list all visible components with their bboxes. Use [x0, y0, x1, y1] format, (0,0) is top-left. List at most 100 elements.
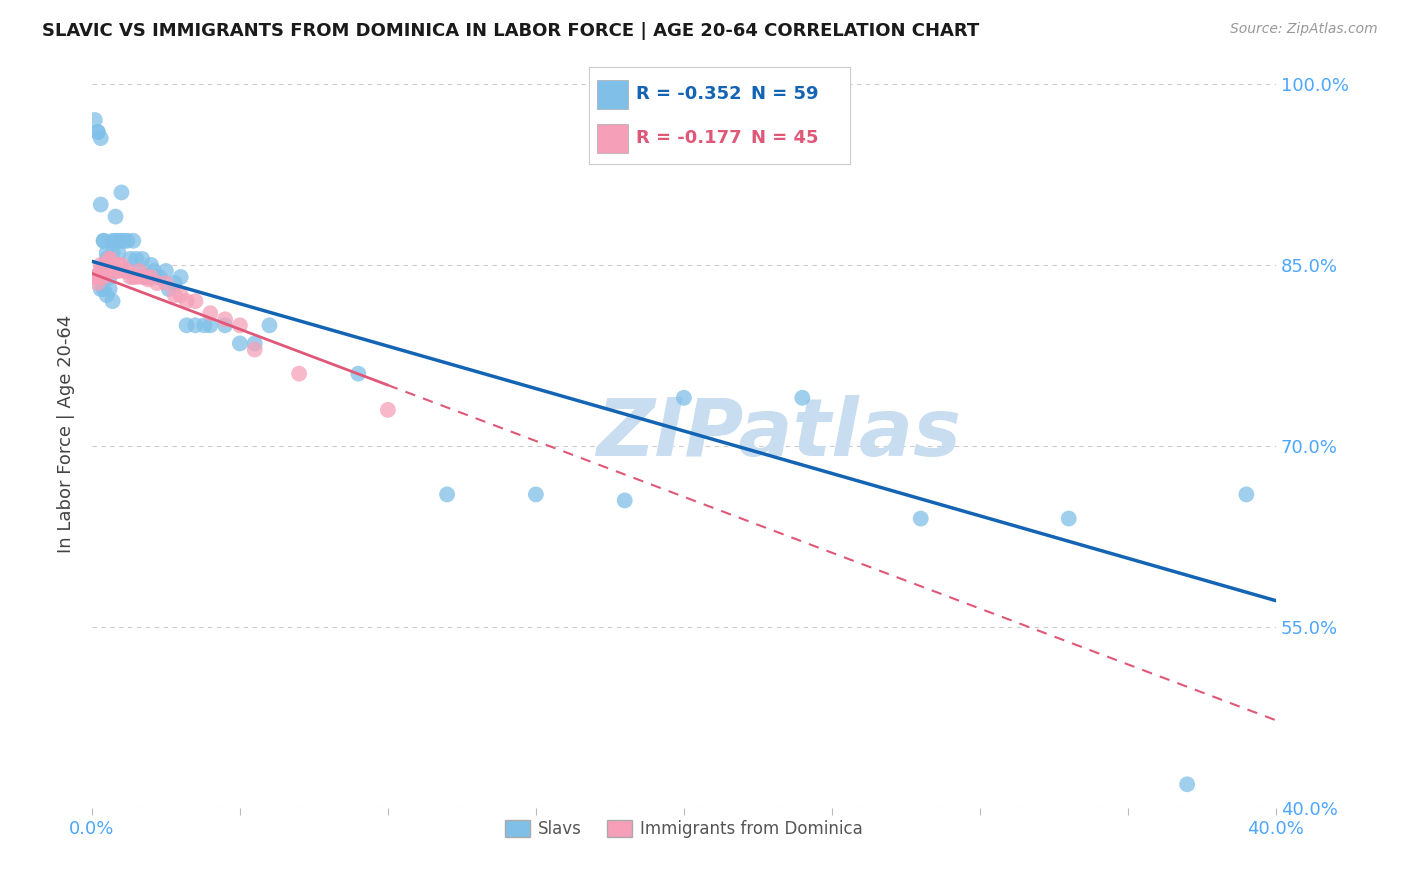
- Point: [101, 234, 124, 248]
- Point: [96, 288, 118, 302]
- Point: [672, 391, 695, 405]
- Point: [107, 264, 129, 278]
- Point: [98, 258, 121, 272]
- Point: [104, 234, 127, 248]
- Point: [169, 288, 191, 302]
- Point: [110, 234, 132, 248]
- Point: [112, 264, 135, 278]
- Point: [107, 234, 129, 248]
- Point: [83, 270, 105, 285]
- Point: [110, 186, 132, 200]
- Point: [83, 270, 105, 285]
- Point: [96, 258, 118, 272]
- Point: [96, 245, 118, 260]
- Legend: Slavs, Immigrants from Dominica: Slavs, Immigrants from Dominica: [498, 814, 870, 845]
- Point: [107, 245, 129, 260]
- Point: [613, 493, 636, 508]
- Point: [143, 264, 166, 278]
- Point: [104, 264, 127, 278]
- Point: [93, 234, 115, 248]
- Point: [87, 270, 110, 285]
- Point: [229, 336, 252, 351]
- Point: [184, 294, 207, 309]
- Point: [176, 294, 198, 309]
- Point: [101, 294, 124, 309]
- Point: [139, 270, 162, 285]
- Point: [163, 276, 186, 290]
- Point: [93, 264, 115, 278]
- Point: [98, 270, 121, 285]
- Point: [163, 288, 186, 302]
- Point: [146, 276, 169, 290]
- Point: [131, 270, 153, 285]
- Point: [122, 270, 145, 285]
- Point: [112, 234, 135, 248]
- Point: [83, 113, 105, 128]
- Point: [128, 264, 150, 278]
- Point: [87, 125, 110, 139]
- Y-axis label: In Labor Force | Age 20-64: In Labor Force | Age 20-64: [58, 315, 75, 553]
- Point: [134, 270, 156, 285]
- Point: [259, 318, 281, 333]
- Point: [101, 245, 124, 260]
- Point: [149, 270, 172, 285]
- Point: [125, 270, 148, 285]
- Point: [117, 234, 139, 248]
- Point: [87, 125, 110, 139]
- Point: [1057, 511, 1080, 525]
- Point: [146, 270, 169, 285]
- Point: [229, 318, 252, 333]
- Point: [176, 318, 198, 333]
- Point: [136, 270, 159, 285]
- Text: SLAVIC VS IMMIGRANTS FROM DOMINICA IN LABOR FORCE | AGE 20-64 CORRELATION CHART: SLAVIC VS IMMIGRANTS FROM DOMINICA IN LA…: [42, 22, 980, 40]
- Point: [200, 318, 222, 333]
- Point: [436, 487, 458, 501]
- Point: [98, 252, 121, 266]
- Point: [122, 234, 145, 248]
- Point: [93, 282, 115, 296]
- Point: [93, 270, 115, 285]
- Point: [1175, 777, 1198, 791]
- Point: [96, 252, 118, 266]
- Point: [90, 258, 112, 272]
- Point: [90, 264, 112, 278]
- Point: [110, 258, 132, 272]
- Point: [184, 318, 207, 333]
- Point: [910, 511, 932, 525]
- Point: [90, 282, 112, 296]
- Point: [83, 270, 105, 285]
- Point: [157, 282, 180, 296]
- Point: [288, 367, 311, 381]
- Point: [101, 264, 124, 278]
- Point: [104, 264, 127, 278]
- Point: [347, 367, 370, 381]
- Point: [1234, 487, 1257, 501]
- Point: [98, 252, 121, 266]
- Point: [155, 276, 177, 290]
- Point: [214, 318, 236, 333]
- Point: [93, 234, 115, 248]
- Point: [87, 270, 110, 285]
- Point: [104, 210, 127, 224]
- Point: [155, 264, 177, 278]
- Point: [136, 272, 159, 286]
- Point: [377, 402, 399, 417]
- Point: [792, 391, 814, 405]
- Point: [101, 258, 124, 272]
- Point: [131, 252, 153, 266]
- Point: [200, 306, 222, 320]
- Point: [134, 270, 156, 285]
- Point: [90, 264, 112, 278]
- Point: [125, 252, 148, 266]
- Point: [214, 312, 236, 326]
- Point: [128, 264, 150, 278]
- Point: [243, 343, 266, 357]
- Point: [90, 131, 112, 145]
- Point: [96, 264, 118, 278]
- Point: [120, 270, 142, 285]
- Point: [193, 318, 215, 333]
- Text: ZIPatlas: ZIPatlas: [596, 395, 962, 473]
- Point: [98, 282, 121, 296]
- Point: [243, 336, 266, 351]
- Point: [120, 252, 142, 266]
